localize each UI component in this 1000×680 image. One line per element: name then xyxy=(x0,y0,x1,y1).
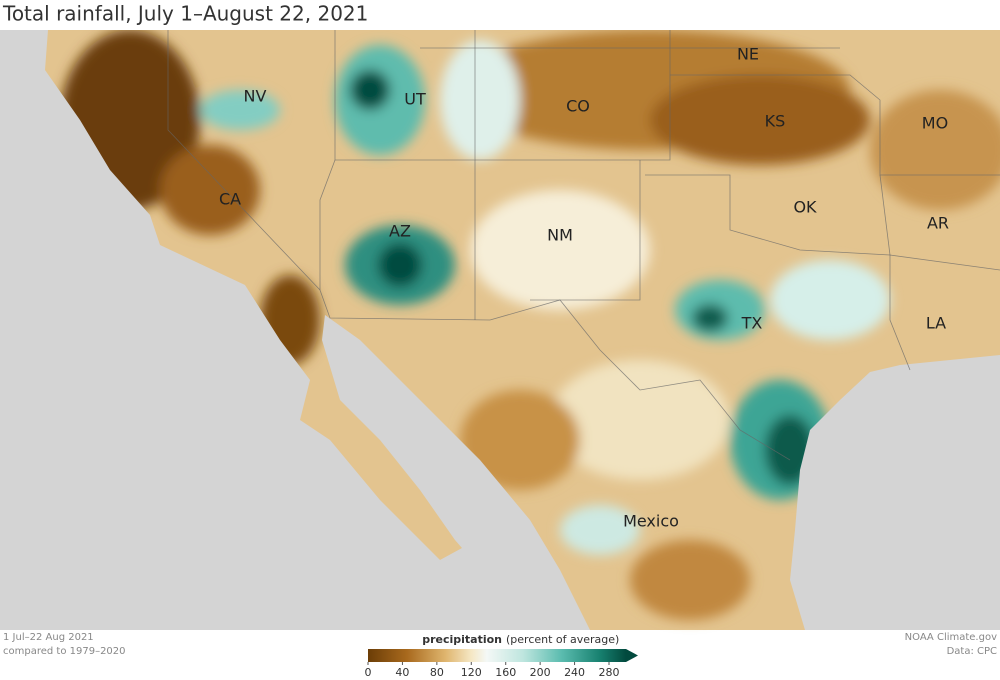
region-label: Mexico xyxy=(623,512,679,531)
footnote: 1 Jul–22 Aug 2021 xyxy=(3,632,94,643)
region-label: LA xyxy=(926,314,946,333)
colorbar-arrow xyxy=(626,649,638,662)
footnote: compared to 1979–2020 xyxy=(3,646,126,657)
region-label: UT xyxy=(404,90,426,109)
region-label: NM xyxy=(547,226,573,245)
region-label: CA xyxy=(219,190,241,209)
legend-title: precipitation xyxy=(422,633,502,646)
legend-tick-label: 200 xyxy=(530,666,551,679)
legend-tick-label: 80 xyxy=(430,666,444,679)
legend-tick-label: 40 xyxy=(395,666,409,679)
region-label: NE xyxy=(737,45,759,64)
region-label: KS xyxy=(765,112,786,131)
title-bar xyxy=(0,0,1000,30)
region-label: OK xyxy=(793,198,817,217)
legend-tick-label: 240 xyxy=(564,666,585,679)
colorbar xyxy=(368,649,626,662)
region-label: TX xyxy=(741,314,763,333)
credit: NOAA Climate.gov xyxy=(905,632,997,643)
gulf-of-mexico xyxy=(790,355,1000,630)
region-label: AR xyxy=(927,214,949,233)
credit: Data: CPC xyxy=(947,646,997,657)
map xyxy=(0,30,1000,630)
legend-subtitle: (percent of average) xyxy=(506,633,619,646)
region-label: MO xyxy=(922,114,948,133)
state-labels: NV UT CO NE KS MO CA AZ NM OK AR TX LA Mexico xyxy=(219,45,949,531)
region-label: CO xyxy=(566,97,590,116)
legend: precipitation (percent of average) 0 40 80… xyxy=(365,633,638,679)
legend-tick-label: 120 xyxy=(461,666,482,679)
legend-tick-label: 160 xyxy=(495,666,516,679)
title: Total rainfall, July 1–August 22, 2021 xyxy=(2,2,368,26)
legend-tick-label: 0 xyxy=(365,666,372,679)
region-label: NV xyxy=(244,87,267,106)
region-label: AZ xyxy=(389,222,411,241)
legend-tick-label: 280 xyxy=(599,666,620,679)
borders xyxy=(167,30,1000,461)
ocean xyxy=(0,30,590,630)
